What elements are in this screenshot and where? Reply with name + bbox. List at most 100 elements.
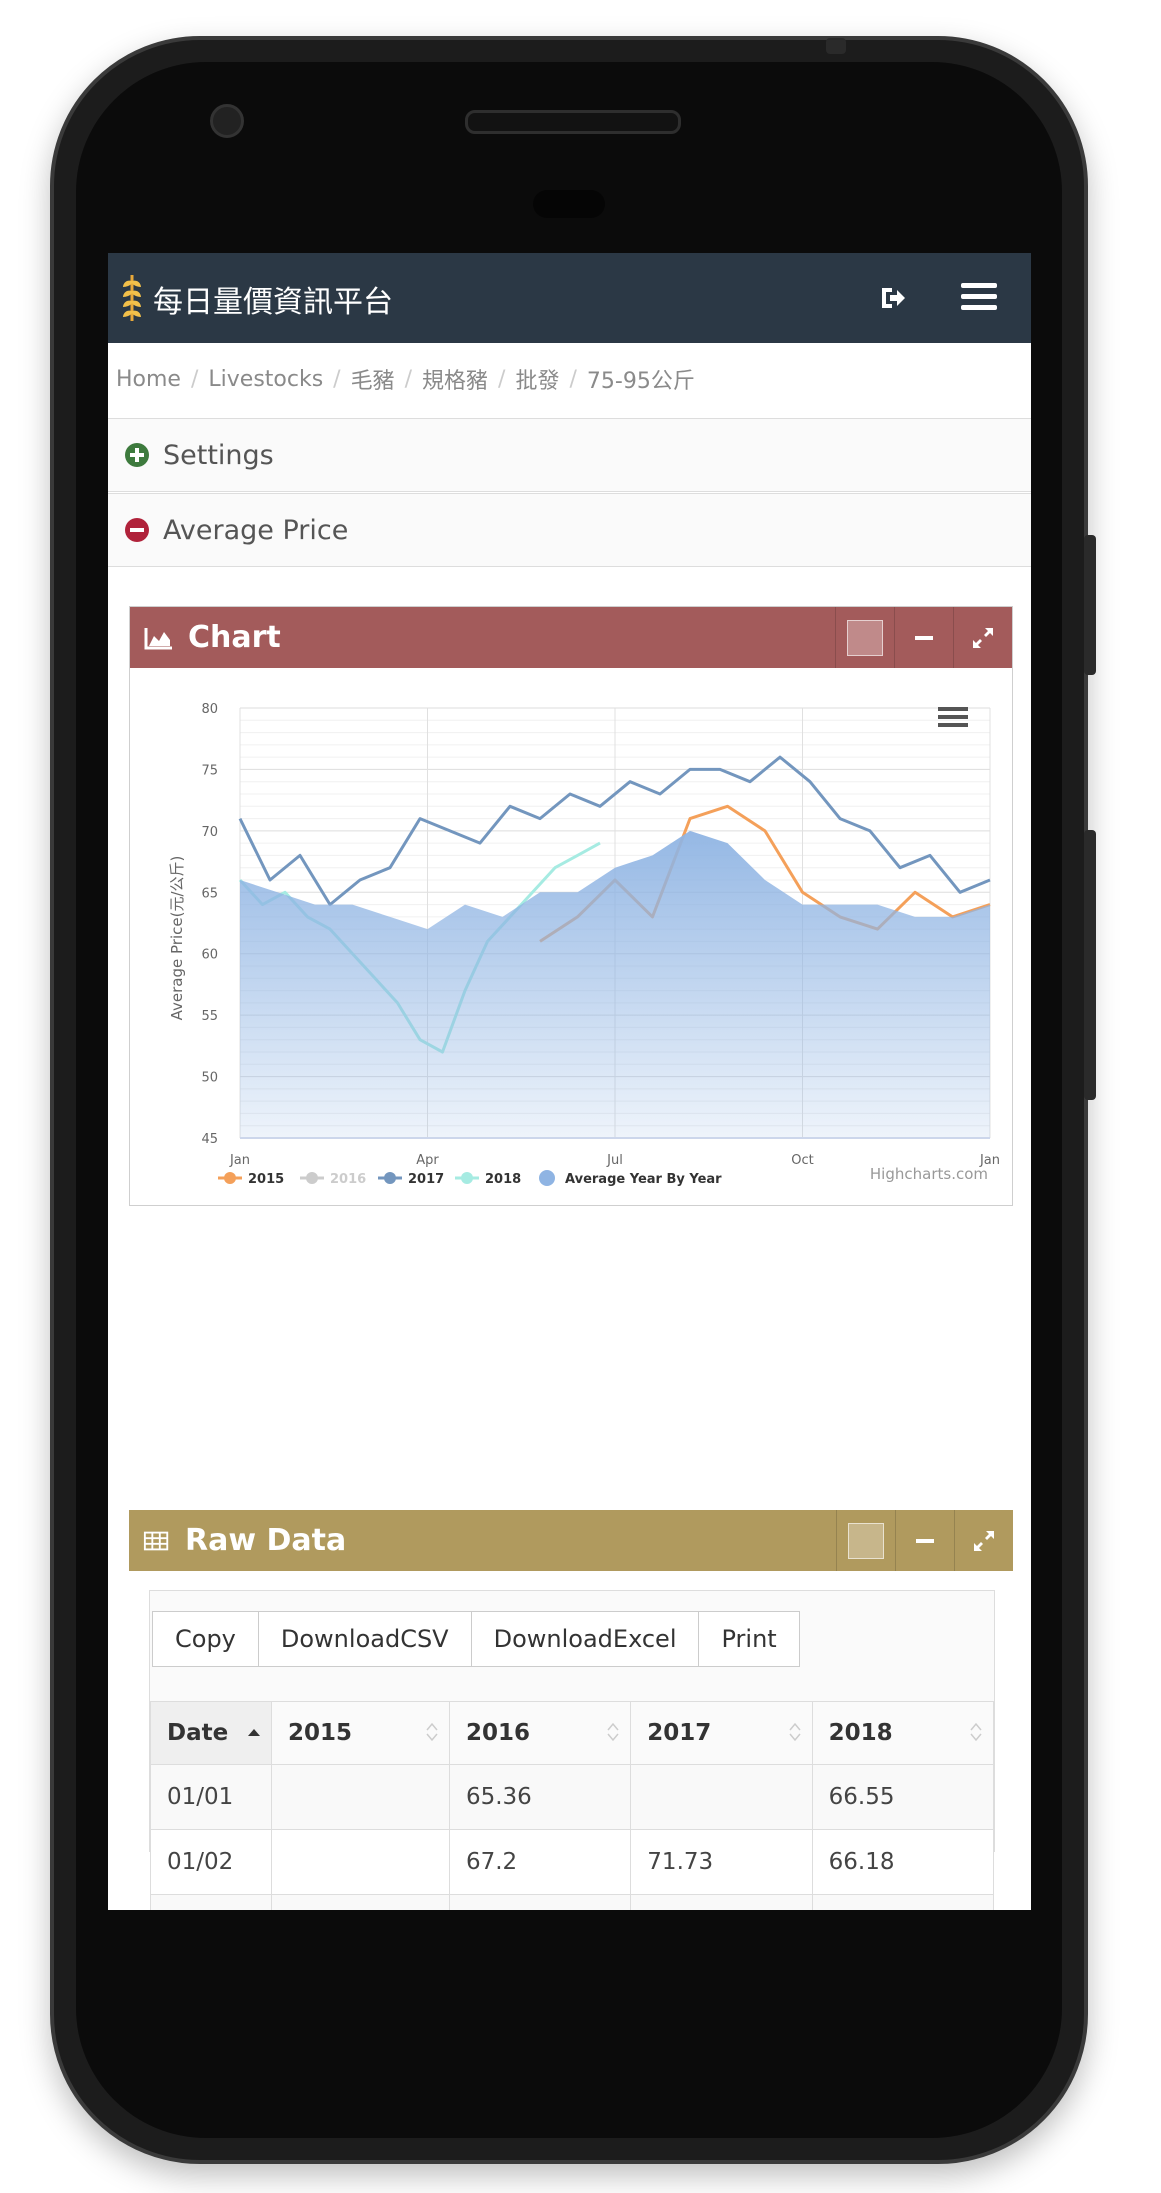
chart-credit[interactable]: Highcharts.com [870, 1165, 988, 1183]
legend-item-label[interactable]: 2016 [330, 1172, 366, 1187]
column-header-2017[interactable]: 2017 [630, 1701, 813, 1765]
sort-icon [970, 1722, 982, 1742]
table-row: 01/03 71.49 64.9 [150, 1894, 995, 1910]
average-price-label: Average Price [163, 514, 349, 546]
breadcrumb-spec-hog[interactable]: 規格豬 [422, 369, 489, 394]
table-cell: 71.49 [630, 1894, 813, 1910]
phone-screen: 每日量價資訊平台 Home / Livestocks / 毛豬 / 規格豬 / … [108, 253, 1031, 1910]
raw-data-widget-title: Raw Data [185, 1523, 347, 1558]
table-cell: 64.9 [811, 1894, 995, 1910]
column-header-2018[interactable]: 2018 [811, 1701, 995, 1765]
breadcrumb-home[interactable]: Home [116, 366, 181, 392]
sort-icon [607, 1722, 619, 1742]
minus-icon [916, 1538, 934, 1543]
column-header-label: 2016 [465, 1720, 530, 1746]
y-tick-label: 55 [201, 1009, 218, 1024]
chart-color-button[interactable] [835, 607, 894, 668]
raw-color-button[interactable] [836, 1510, 895, 1571]
column-header-label: 2018 [828, 1720, 893, 1746]
raw-data-widget-header: Raw Data [129, 1510, 1013, 1571]
column-header-label: 2017 [647, 1720, 712, 1746]
table-cell [271, 1894, 450, 1910]
y-tick-label: 75 [201, 763, 218, 778]
color-swatch [848, 1522, 884, 1559]
legend-item-label[interactable]: 2017 [408, 1172, 444, 1187]
raw-data-table: Date 2015 2016 2017 2018 [150, 1701, 995, 1910]
download-csv-button[interactable]: DownloadCSV [257, 1611, 472, 1667]
table-cell: 01/03 [150, 1894, 272, 1910]
x-tick-label: Apr [416, 1153, 439, 1168]
table-icon [143, 1531, 169, 1550]
x-tick-label: Jul [606, 1153, 623, 1168]
table-cell: 01/01 [150, 1764, 272, 1830]
chart-minimize-button[interactable] [894, 607, 953, 668]
x-tick-label: Jan [229, 1153, 250, 1168]
raw-minimize-button[interactable] [895, 1510, 954, 1571]
raw-expand-button[interactable] [954, 1510, 1013, 1571]
breadcrumb: Home / Livestocks / 毛豬 / 規格豬 / 批發 / 75-9… [116, 349, 695, 409]
breadcrumb-hog[interactable]: 毛豬 [350, 369, 395, 394]
legend-item-label[interactable]: Average Year By Year [565, 1172, 722, 1187]
earpiece-speaker [465, 110, 681, 134]
copy-button[interactable]: Copy [152, 1611, 259, 1667]
raw-data-container: Copy DownloadCSV DownloadExcel Print Dat… [149, 1590, 995, 1910]
y-axis-label: Average Price(元/公斤) [168, 856, 186, 1021]
front-camera [210, 104, 244, 138]
raw-data-widget-toolbar [836, 1510, 1013, 1571]
app-title[interactable]: 每日量價資訊平台 [153, 285, 393, 320]
y-tick-label: 60 [201, 948, 218, 963]
x-tick-label: Jan [979, 1153, 1000, 1168]
phone-top-button [826, 38, 846, 54]
chart-expand-button[interactable] [953, 607, 1012, 668]
chart-widget-toolbar [835, 607, 1012, 668]
raw-data-widget: Raw Data Copy DownloadCSV DownloadExcel … [129, 1510, 1013, 1910]
sort-ascending-icon [248, 1729, 260, 1736]
table-cell: 67.2 [448, 1829, 632, 1895]
plus-circle-icon [125, 443, 149, 467]
download-excel-button[interactable]: DownloadExcel [470, 1611, 700, 1667]
column-header-label: 2015 [288, 1720, 353, 1746]
phone-side-button [1084, 535, 1096, 675]
y-tick-label: 45 [201, 1132, 218, 1147]
y-tick-label: 80 [201, 702, 218, 717]
chart-widget-header: Chart [130, 607, 1012, 668]
settings-panel-toggle[interactable]: Settings [108, 418, 1031, 492]
table-cell [448, 1894, 632, 1910]
table-cell [630, 1764, 813, 1830]
logout-icon[interactable] [878, 283, 908, 313]
table-cell: 01/02 [150, 1829, 272, 1895]
legend-item-label[interactable]: 2018 [485, 1172, 521, 1187]
sort-icon [426, 1722, 438, 1742]
table-cell: 65.36 [448, 1764, 632, 1830]
settings-label: Settings [163, 439, 274, 471]
legend-item-label[interactable]: 2015 [248, 1172, 284, 1187]
breadcrumb-wholesale[interactable]: 批發 [515, 369, 560, 394]
breadcrumb-weight-range: 75-95公斤 [586, 369, 695, 394]
column-header-2016[interactable]: 2016 [448, 1701, 632, 1765]
column-header-2015[interactable]: 2015 [271, 1701, 450, 1765]
breadcrumb-separator: / [404, 366, 413, 392]
series-line [238, 755, 991, 907]
print-button[interactable]: Print [698, 1611, 800, 1667]
legend-marker [461, 1172, 473, 1184]
breadcrumb-separator: / [190, 366, 199, 392]
legend-symbol [539, 1170, 555, 1186]
table-header-row: Date 2015 2016 2017 2018 [150, 1701, 995, 1765]
area-chart-icon [144, 627, 172, 649]
legend-marker [224, 1172, 236, 1184]
series-area [240, 830, 990, 1138]
y-tick-label: 50 [201, 1071, 218, 1086]
minus-circle-icon [125, 518, 149, 542]
sort-icon [789, 1722, 801, 1742]
column-header-label: Date [167, 1720, 229, 1746]
table-cell: 66.55 [811, 1764, 995, 1830]
phone-volume-button [1084, 830, 1096, 1100]
hamburger-menu-icon[interactable] [961, 281, 997, 313]
breadcrumb-separator: / [498, 366, 506, 392]
column-header-date[interactable]: Date [150, 1701, 272, 1765]
breadcrumb-livestocks[interactable]: Livestocks [208, 366, 324, 392]
table-row: 01/01 65.36 66.55 [150, 1764, 995, 1830]
chart-context-menu-icon[interactable] [938, 707, 968, 727]
average-price-panel-toggle[interactable]: Average Price [108, 493, 1031, 567]
table-row: 01/02 67.2 71.73 66.18 [150, 1829, 995, 1895]
